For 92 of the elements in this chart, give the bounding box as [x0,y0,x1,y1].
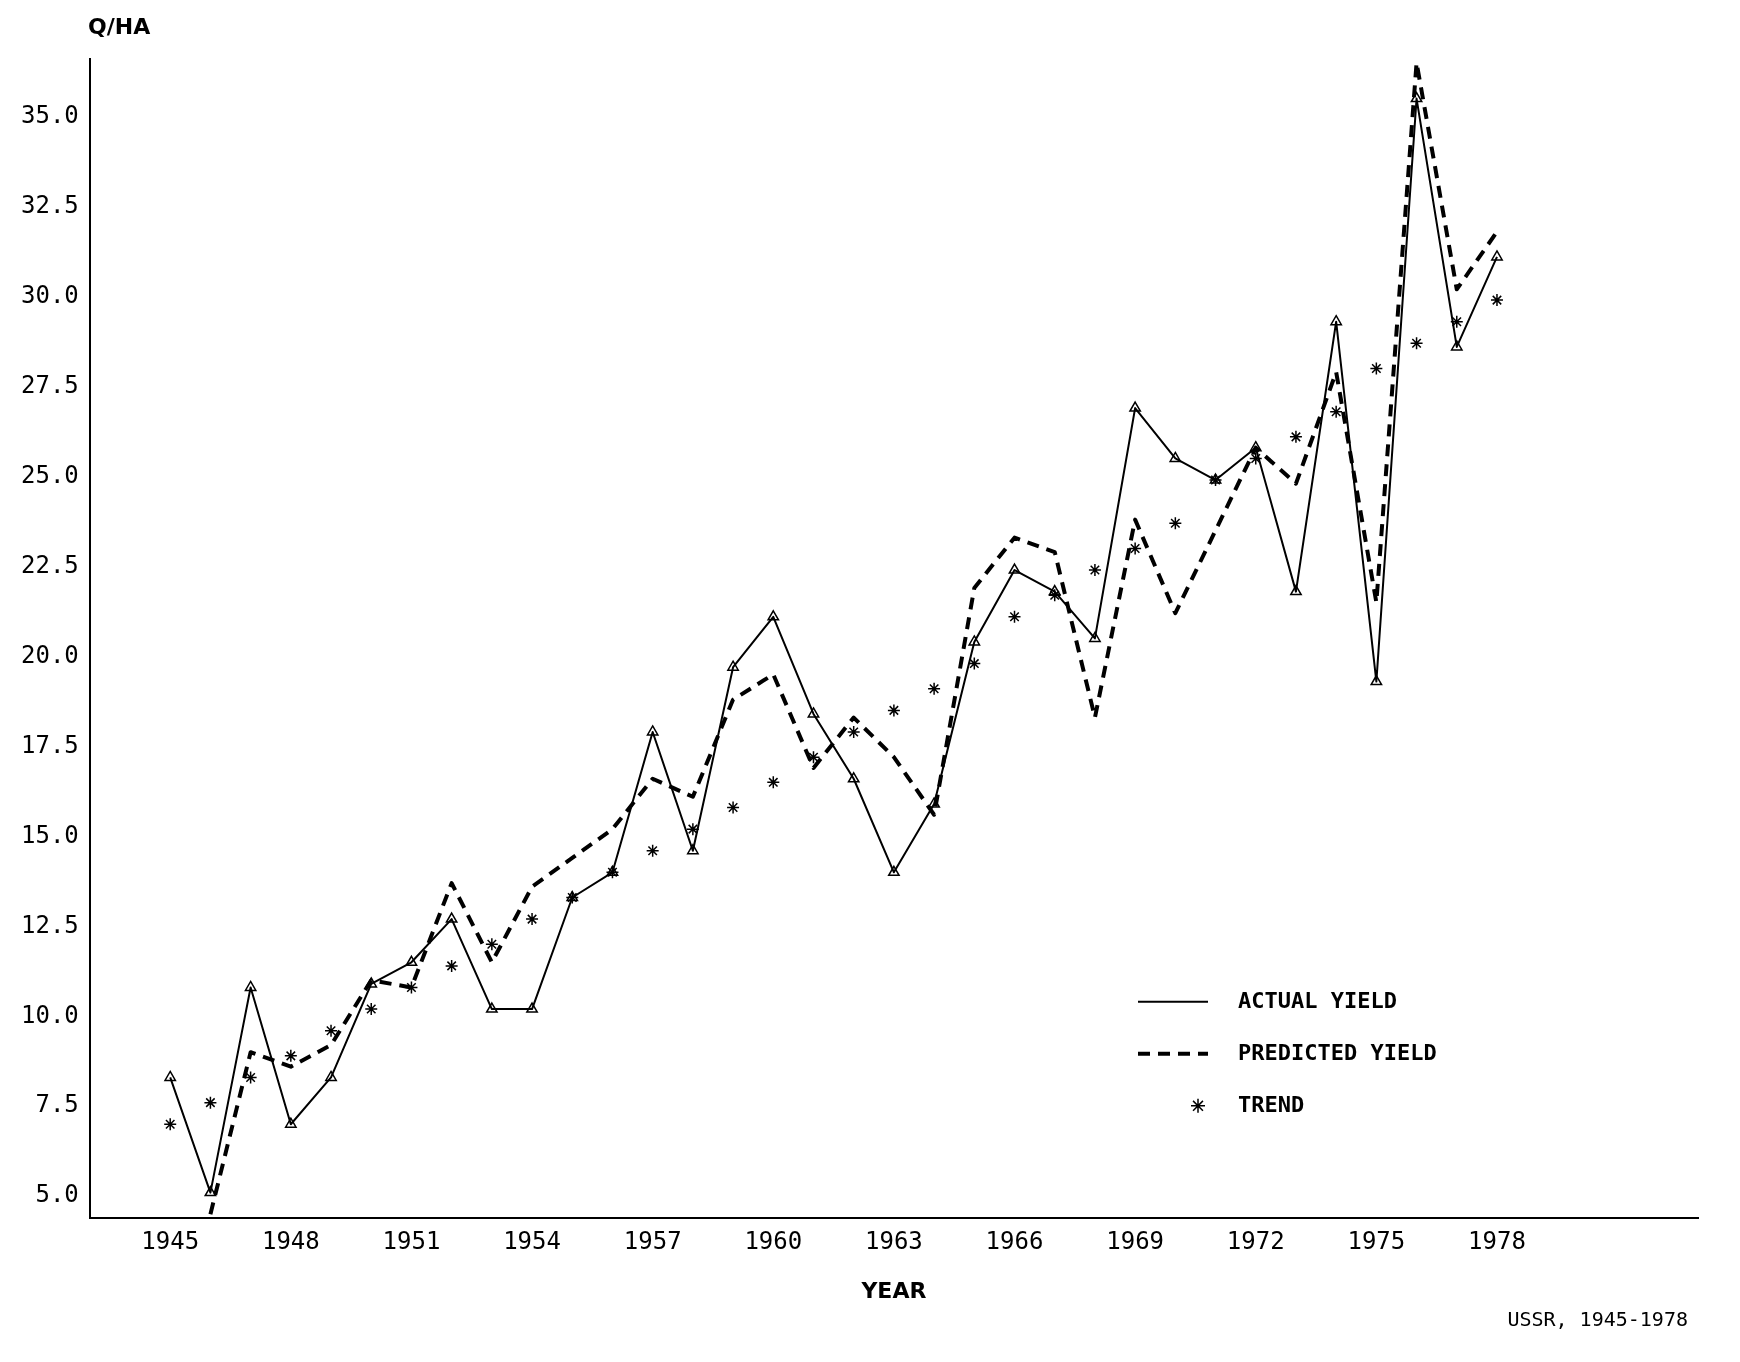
y-tick-label: 32.5 [21,190,79,219]
y-tick-label: 12.5 [21,910,79,939]
point [1329,404,1343,419]
point [204,1185,217,1197]
point [887,703,901,718]
x-tick-label: 1960 [744,1227,803,1256]
point [284,1049,298,1063]
point [847,772,860,783]
point [485,1002,498,1013]
x-tick-label: 1978 [1468,1227,1526,1256]
x-tick-label: 1951 [382,1227,441,1256]
point [767,610,780,621]
y-tick-label: 27.5 [21,370,79,399]
point [1450,314,1464,329]
point [1369,361,1384,376]
y-tick-label: 5.0 [35,1180,79,1209]
point [526,1002,538,1013]
point [1409,336,1424,351]
point [1168,516,1183,530]
point [445,912,458,923]
y-tick-label: 20.0 [21,640,79,669]
point [364,1002,378,1016]
point [727,660,740,671]
point [1249,440,1262,452]
point [405,955,418,967]
point [846,725,861,739]
y-tick-label: 7.5 [35,1090,79,1119]
point [163,1117,177,1131]
y-tick-label: 22.5 [21,550,79,579]
point [1450,340,1463,351]
point [807,707,820,718]
point [324,1023,338,1038]
x-axis-title: YEAR [860,1277,927,1303]
point [284,1117,297,1128]
point [404,980,419,995]
point [444,959,459,973]
x-tick-label: 1963 [865,1227,923,1256]
point [967,656,982,671]
point [1248,451,1263,466]
y-tick-label: 35.0 [21,100,79,129]
point [928,797,941,808]
point [1047,588,1062,602]
point [1289,430,1303,444]
legend-label: PREDICTED YIELD [1238,1039,1437,1065]
point [1088,631,1101,643]
point [1088,563,1102,577]
legend-label: ACTUAL YIELD [1238,987,1397,1013]
legend-label: TREND [1238,1091,1305,1117]
point [1129,401,1142,412]
point [927,682,941,696]
point [645,843,660,858]
y-tick-label: 15.0 [21,820,79,849]
point [1490,293,1504,307]
point [525,912,539,926]
point [485,937,499,952]
x-tick-label: 1972 [1226,1227,1285,1256]
point [1007,610,1022,624]
point [1491,250,1503,261]
point [325,1070,337,1082]
x-tick-label: 1969 [1106,1227,1165,1256]
x-tick-label: 1966 [985,1227,1044,1256]
y-tick-label: 30.0 [21,280,79,309]
point [164,1070,177,1082]
point [1330,314,1343,326]
point [1008,563,1021,574]
point [686,843,699,855]
y-axis-title: Q/HA [87,13,152,39]
point [243,1070,258,1085]
y-tick-label: 10.0 [21,1000,79,1029]
point [1370,674,1383,686]
point [1048,584,1061,596]
x-tick-label: 1954 [503,1227,561,1256]
point [1128,541,1142,556]
point [203,1095,218,1110]
point [1290,584,1302,596]
point [968,635,981,646]
point [766,775,781,790]
point [1410,91,1423,103]
point [365,977,378,988]
x-tick-label: 1975 [1347,1227,1406,1256]
y-tick-label: 25.0 [21,460,79,489]
x-tick-label: 1945 [141,1227,200,1256]
point [1169,451,1182,463]
x-tick-label: 1948 [261,1227,320,1256]
y-tick-label: 17.5 [21,730,79,759]
point [726,800,740,815]
point [887,865,900,877]
point [686,822,700,836]
text: USSR, 1945-1978 [1507,1307,1688,1332]
point [244,980,257,992]
point [646,725,659,736]
x-tick-label: 1957 [623,1227,682,1256]
